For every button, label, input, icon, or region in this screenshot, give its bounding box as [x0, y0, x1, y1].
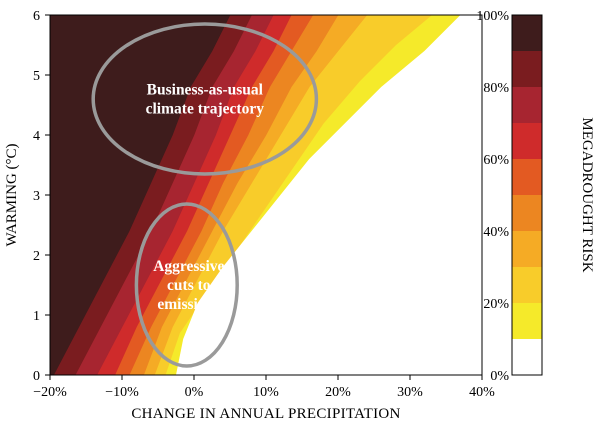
colorbar-tick-label: 100%: [476, 9, 509, 24]
y-tick-label: 5: [33, 69, 40, 84]
y-axis-label: WARMING (°C): [4, 143, 20, 246]
annotation-label: cuts to: [167, 277, 211, 294]
y-tick-label: 4: [33, 129, 40, 144]
colorbar-segment-80-90: [512, 51, 542, 87]
colorbar: 0% 20% 40% 60% 80% 100%: [476, 9, 543, 384]
x-axis-label: CHANGE IN ANNUAL PRECIPITATION: [131, 406, 400, 422]
y-tick-label: 6: [33, 9, 40, 24]
colorbar-segment-50-60: [512, 159, 542, 195]
annotation-ellipse: [134, 202, 239, 368]
x-tick-label: −20%: [33, 385, 67, 400]
y-tick-label: 3: [33, 189, 40, 204]
colorbar-tick-label: 60%: [483, 153, 509, 168]
annotation-label: Aggressive: [153, 258, 224, 275]
annotation-label: climate trajectory: [146, 101, 265, 118]
x-tick-label: 20%: [325, 385, 351, 400]
colorbar-segment-40-50: [512, 195, 542, 231]
axes-layer: −20% −10% 0% 10% 20% 30% 40% 0 1 2 3 4 5 6: [33, 9, 495, 400]
colorbar-segment-60-70: [512, 123, 542, 159]
colorbar-segment-20-30: [512, 267, 542, 303]
heatmap-plot-area: [50, 15, 482, 375]
x-tick-label: 30%: [397, 385, 423, 400]
colorbar-segment-0-10: [512, 339, 542, 375]
colorbar-tick-label: 80%: [483, 81, 509, 96]
colorbar-tick-label: 40%: [483, 225, 509, 240]
colorbar-segment-90-100: [512, 15, 542, 51]
y-tick-label: 1: [33, 309, 40, 324]
colorbar-label: MEGADROUGHT RISK: [579, 117, 595, 272]
annotation-ellipse: [91, 22, 319, 176]
colorbar-segment-30-40: [512, 231, 542, 267]
x-tick-label: −10%: [105, 385, 139, 400]
x-tick-label: 40%: [469, 385, 495, 400]
colorbar-segment-10-20: [512, 303, 542, 339]
colorbar-tick-label: 20%: [483, 297, 509, 312]
annotation-label: emissions: [157, 296, 220, 313]
x-tick-label: 0%: [185, 385, 204, 400]
colorbar-tick-label: 0%: [490, 369, 509, 384]
colorbar-frame: [511, 14, 543, 376]
risk-band-none: [176, 15, 482, 375]
annotation-label: Business-as-usual: [147, 82, 264, 99]
y-tick-label: 0: [33, 369, 40, 384]
colorbar-segment-70-80: [512, 87, 542, 123]
y-tick-label: 2: [33, 249, 40, 264]
x-tick-label: 10%: [253, 385, 279, 400]
annotation-layer: Business-as-usual climate trajectory Aggre…: [91, 22, 319, 368]
